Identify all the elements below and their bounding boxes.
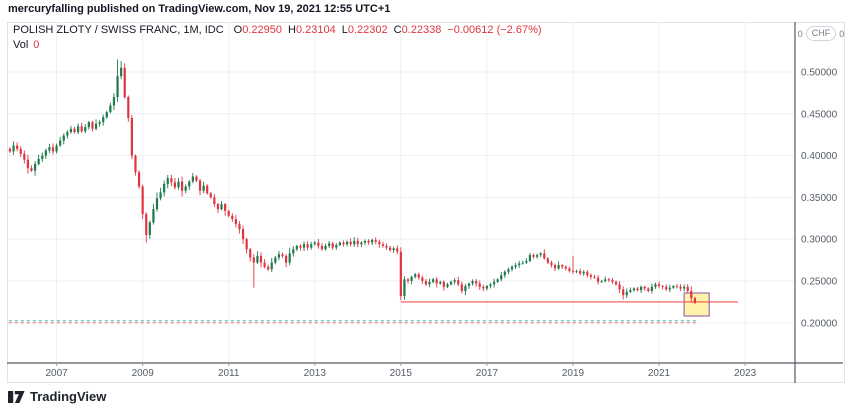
svg-text:2019: 2019 bbox=[562, 368, 585, 379]
change-value: −0.00612 (−2.67%) bbox=[447, 24, 542, 36]
volume-legend: Vol 0 bbox=[13, 39, 39, 51]
tradingview-brand-text: TradingView bbox=[30, 389, 107, 404]
svg-text:2011: 2011 bbox=[218, 368, 240, 379]
svg-text:0.45000: 0.45000 bbox=[801, 109, 838, 120]
svg-text:2007: 2007 bbox=[45, 368, 68, 379]
svg-text:2023: 2023 bbox=[734, 368, 757, 379]
svg-text:0.25000: 0.25000 bbox=[801, 277, 838, 288]
axis-zero-right: 0 bbox=[839, 28, 845, 39]
time-axis-labels: 2007 2009 2011 2013 2015 2017 2019 2021 2023 bbox=[45, 368, 756, 379]
svg-text:2009: 2009 bbox=[132, 368, 155, 379]
tradingview-logo-link[interactable]: TradingView bbox=[8, 389, 106, 404]
svg-text:2021: 2021 bbox=[648, 368, 671, 379]
svg-text:0.35000: 0.35000 bbox=[801, 193, 838, 204]
svg-text:2013: 2013 bbox=[304, 368, 327, 379]
volume-label: Vol bbox=[13, 39, 29, 51]
chart-legend: POLISH ZLOTY / SWISS FRANC, 1M, IDC O0.22… bbox=[13, 24, 542, 36]
published-header: mercuryfalling published on TradingView.… bbox=[8, 3, 391, 15]
svg-text:2017: 2017 bbox=[476, 368, 499, 379]
svg-text:2015: 2015 bbox=[390, 368, 413, 379]
svg-text:0.20000: 0.20000 bbox=[801, 318, 838, 329]
ohlc-high: H0.23104 bbox=[288, 24, 336, 36]
price-axis-labels: 0.50000 0.45000 0.40000 0.35000 0.30000 0.250… bbox=[801, 68, 838, 330]
svg-text:0.40000: 0.40000 bbox=[801, 151, 838, 162]
axis-lines bbox=[7, 22, 843, 383]
symbol-title: POLISH ZLOTY / SWISS FRANC, 1M, IDC bbox=[13, 24, 224, 36]
breakout-box bbox=[683, 292, 710, 317]
ohlc-close: C0.22338 bbox=[393, 24, 442, 36]
chart-drawings bbox=[8, 292, 738, 324]
volume-value: 0 bbox=[33, 39, 40, 51]
svg-text:0.50000: 0.50000 bbox=[801, 68, 838, 79]
candles-group bbox=[8, 59, 696, 304]
ohlc-open: O0.22950 bbox=[233, 24, 282, 36]
currency-axis-control: 0 CHF 0 bbox=[797, 26, 845, 41]
tradingview-mark-icon bbox=[8, 390, 25, 403]
ohlc-low: L0.22302 bbox=[341, 24, 388, 36]
grid-lines bbox=[8, 22, 795, 363]
svg-text:0.30000: 0.30000 bbox=[801, 235, 838, 246]
currency-badge: CHF bbox=[805, 26, 837, 41]
axis-zero-left: 0 bbox=[797, 28, 803, 39]
